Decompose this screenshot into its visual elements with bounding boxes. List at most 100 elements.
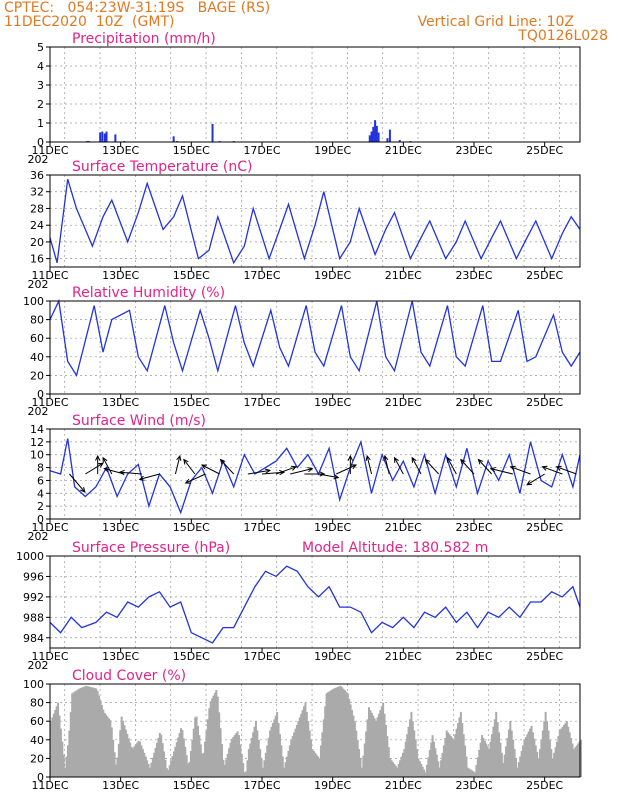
wind-vector — [102, 457, 113, 475]
cloud-bar — [148, 767, 151, 777]
x-tick-label: 13DEC — [102, 650, 139, 663]
x-tick-label: 19DEC — [314, 269, 351, 282]
wind-vector-head — [365, 454, 371, 461]
x-tick-label: 11DEC — [31, 396, 68, 409]
cloud-bar — [550, 749, 553, 777]
x-tick-label: 13DEC — [102, 396, 139, 409]
y-tick-label: 60 — [30, 715, 44, 728]
cloud-bar — [294, 728, 297, 777]
cloud-bar — [529, 728, 532, 777]
x-tick-label: 13DEC — [102, 144, 139, 157]
cloud-bar — [109, 720, 112, 777]
cloud-bar — [343, 690, 346, 777]
cloud-bar — [105, 714, 108, 777]
cloud-bar — [229, 742, 232, 777]
x-tick-label: 19DEC — [314, 144, 351, 157]
cloud-bar — [541, 730, 544, 777]
cloud-bar — [441, 752, 444, 777]
cloud-bar — [319, 745, 322, 777]
cloud-bar — [71, 693, 74, 777]
x-tick-label: 15DEC — [173, 396, 210, 409]
cloud-bar — [488, 749, 491, 777]
cloud-bar — [188, 762, 191, 777]
series-line — [49, 438, 581, 515]
x-tick-label: 15DEC — [173, 779, 210, 792]
cloud-bar — [434, 748, 437, 777]
cloud-bar — [403, 749, 406, 777]
cloud-bar — [531, 732, 534, 777]
cloud-bar — [286, 756, 289, 777]
series-line — [49, 298, 581, 378]
cloud-bar — [486, 746, 489, 777]
cloud-bar — [311, 749, 314, 777]
cloud-bar — [116, 757, 119, 777]
y-tick-label: 3 — [37, 79, 44, 92]
cloud-bar — [365, 731, 368, 777]
cloud-bar — [496, 722, 499, 777]
cloud-bar — [163, 751, 166, 777]
wind-vector — [366, 455, 373, 475]
precip-bar — [388, 129, 391, 142]
wind-vector — [510, 466, 531, 475]
cloud-bar — [122, 720, 125, 777]
cloud-bar — [93, 688, 96, 777]
wind-vector — [425, 459, 440, 475]
wind-vector — [394, 457, 404, 475]
cloud-bar — [430, 742, 433, 777]
cloud-bar — [99, 700, 102, 777]
cloud-bar — [291, 736, 294, 777]
cloud-bar — [283, 767, 286, 777]
cloud-bar — [133, 746, 136, 777]
x-tick-label: 23DEC — [455, 650, 492, 663]
cloud-bar — [507, 729, 510, 777]
cloud-bar — [158, 732, 161, 777]
cloud-bar — [143, 752, 146, 777]
cloud-bar — [369, 710, 372, 777]
cloud-bar — [239, 744, 242, 777]
y-tick-label: 1 — [37, 117, 44, 130]
wind-vector — [556, 466, 577, 475]
cloud-bar — [98, 695, 101, 777]
cloud-bar — [293, 732, 296, 777]
cloud-bar — [325, 693, 328, 777]
y-tick-label: 40 — [30, 734, 44, 747]
precip-bar — [101, 131, 104, 142]
cloud-bar — [406, 734, 409, 777]
cloud-bar — [61, 741, 64, 777]
wind-vector — [526, 473, 545, 486]
cloud-bar — [570, 737, 573, 777]
cloud-bar — [75, 690, 78, 777]
precip-bar — [398, 140, 401, 142]
wind-vector-head — [183, 458, 189, 465]
cloud-bar — [533, 738, 536, 777]
y-tick-label: 2 — [37, 500, 44, 513]
cloud-bar — [376, 717, 379, 777]
cloud-bar — [513, 749, 516, 777]
cloud-bar — [134, 744, 137, 777]
cloud-bar — [380, 706, 383, 777]
cloud-bar — [204, 741, 207, 777]
x-tick-label: 13DEC — [102, 521, 139, 534]
cloud-bar — [483, 740, 486, 777]
cloud-bar — [334, 688, 337, 777]
cloud-bar — [421, 766, 424, 777]
precip-bar — [386, 138, 389, 142]
cloud-bar — [332, 688, 335, 777]
cloud-bar — [544, 711, 547, 777]
cloud-bar — [211, 698, 214, 777]
wind-vector-head — [347, 454, 353, 461]
cloud-bar — [411, 721, 414, 777]
cloud-bar — [240, 753, 243, 777]
y-tick-label: 40 — [30, 351, 44, 364]
cloud-bar — [476, 757, 479, 777]
cloud-bar — [413, 730, 416, 777]
cloud-bar — [119, 730, 122, 777]
cloud-bar — [342, 688, 345, 777]
cloud-bar — [187, 763, 190, 777]
cloud-bar — [464, 745, 467, 777]
cloud-bar — [57, 702, 60, 777]
cloud-bar — [180, 728, 183, 777]
y-tick-label: 0 — [37, 513, 44, 526]
vertical-grid-header: Vertical Grid Line: 10Z — [417, 14, 574, 30]
y-tick-label: 32 — [30, 186, 44, 199]
